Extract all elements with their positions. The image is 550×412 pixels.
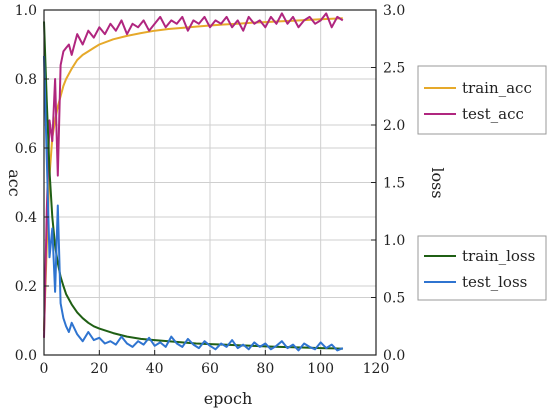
legend-loss: train_loss test_loss [417, 235, 547, 301]
x-axis-label: epoch [204, 389, 253, 408]
y-left-tick-label: 1.0 [15, 3, 37, 19]
legend-train-acc-label: train_acc [462, 79, 532, 97]
legend-acc: train_acc test_acc [417, 65, 547, 135]
y-right-tick-label: 2.5 [383, 61, 405, 77]
y-left-tick-label: 0.4 [15, 210, 37, 226]
legend-test-acc-label: test_acc [462, 105, 524, 123]
legend-train-loss-label: train_loss [462, 247, 535, 265]
series-line-test-acc [43, 12, 344, 338]
y-left-axis-label: acc [5, 169, 24, 197]
y-right-tick-label: 3.0 [383, 3, 405, 19]
y-left-tick-label: 0.2 [15, 279, 37, 295]
y-right-tick-label: 1.5 [383, 176, 405, 192]
x-tick-label: 20 [90, 361, 108, 377]
y-left-tick-label: 0.0 [15, 348, 37, 364]
ticks: 0 20 40 60 80 100 1200.00.20.40.60.81.00.00.51… [15, 3, 406, 377]
y-left-tick-label: 0.8 [15, 72, 37, 88]
x-tick-label: 40 [146, 361, 164, 377]
y-right-tick-label: 0.5 [383, 291, 405, 307]
y-left-tick-label: 0.6 [15, 141, 37, 157]
series-line-test-loss [43, 55, 344, 352]
y-right-tick-label: 1.0 [383, 233, 405, 249]
series-line-train-acc [43, 17, 343, 331]
x-tick-label: 0 [40, 361, 49, 377]
legend-acc-box [417, 65, 547, 135]
y-right-tick-label: 0.0 [383, 348, 405, 364]
grid [43, 9, 377, 356]
y-right-axis-label: loss [428, 167, 447, 198]
x-tick-label: 120 [363, 361, 390, 377]
x-tick-label: 60 [201, 361, 219, 377]
x-tick-label: 100 [307, 361, 334, 377]
x-tick-label: 80 [256, 361, 274, 377]
y-right-tick-label: 2.0 [383, 118, 405, 134]
series-line-train-loss [43, 21, 343, 350]
legend-test-loss-label: test_loss [462, 273, 527, 291]
legend-loss-box [417, 235, 547, 301]
series-lines [43, 12, 344, 352]
